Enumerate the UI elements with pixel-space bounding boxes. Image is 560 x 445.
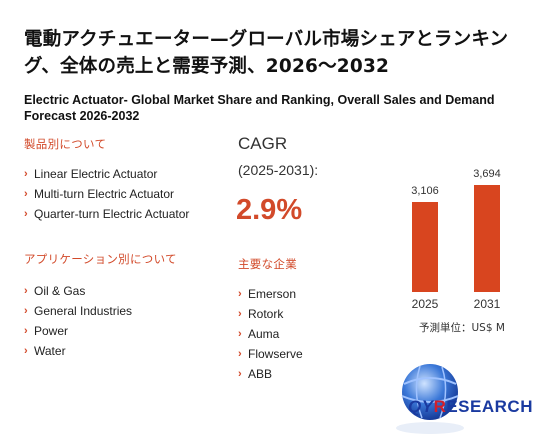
report-title-english: Electric Actuator- Global Market Share a… [24,93,495,123]
chevron-right-icon: › [24,188,28,200]
key-players-heading: 主要な企業 [238,257,297,271]
bar-value-label: 3,106 [411,185,439,197]
chevron-right-icon: › [238,328,242,340]
product-type-label: Multi-turn Electric Actuator [34,187,175,201]
company-label: Auma [248,327,280,341]
product-type-label: Quarter-turn Electric Actuator [34,207,190,221]
chevron-right-icon: › [238,348,242,360]
by-application-heading: アプリケーション別について [24,252,177,266]
company-label: Rotork [248,307,284,321]
application-label: General Industries [34,304,133,318]
chevron-right-icon: › [24,168,28,180]
qyresearch-globe-logo [396,364,464,434]
list-item: › Oil & Gas [24,281,132,301]
cagr-label: CAGR [238,134,288,153]
company-label: ABB [248,367,273,381]
list-item: › Multi-turn Electric Actuator [24,184,189,204]
product-type-label: Linear Electric Actuator [34,167,158,181]
key-players-list: › Emerson › Rotork › Auma › Flowserve › ABB [238,284,303,384]
chevron-right-icon: › [24,305,28,317]
cagr-period: (2025-2031): [238,162,319,178]
list-item: › Auma [238,324,303,344]
list-item: › Power [24,321,132,341]
bar-category-label: 2031 [473,297,501,311]
product-type-list: › Linear Electric Actuator › Multi-turn El… [24,164,189,224]
logo-r: R [433,397,447,416]
cagr-value: 2.9% [236,194,303,226]
by-product-heading: 製品別について [24,137,107,151]
bar-2025 [412,202,438,292]
unit-note: 予測単位：US$ M [419,322,505,334]
qyresearch-wordmark: QYRESEARCH [408,397,533,417]
list-item: › Water [24,341,132,361]
chevron-right-icon: › [24,345,28,357]
list-item: › Quarter-turn Electric Actuator [24,204,189,224]
chevron-right-icon: › [24,208,28,220]
list-item: › Linear Electric Actuator [24,164,189,184]
list-item: › Flowserve [238,344,303,364]
application-label: Oil & Gas [34,284,86,298]
application-list: › Oil & Gas › General Industries › Power › W… [24,281,132,361]
list-item: › Rotork [238,304,303,324]
bar-2031 [474,185,500,292]
report-title-japanese: 電動アクチュエーター—グローバル市場シェアとランキング、全体の売上と需要予測、2… [24,29,509,77]
logo-qy: QY [408,397,434,416]
list-item: › ABB [238,364,303,384]
bar-value-label: 3,694 [473,168,501,180]
list-item: › General Industries [24,301,132,321]
company-label: Emerson [248,287,297,301]
chevron-right-icon: › [238,288,242,300]
application-label: Water [34,344,66,358]
list-item: › Emerson [238,284,303,304]
bar-category-label: 2025 [411,297,439,311]
chevron-right-icon: › [238,308,242,320]
application-label: Power [34,324,69,338]
chevron-right-icon: › [24,285,28,297]
chevron-right-icon: › [238,368,242,380]
company-label: Flowserve [248,347,303,361]
logo-esearch: ESEARCH [446,397,533,416]
chevron-right-icon: › [24,325,28,337]
